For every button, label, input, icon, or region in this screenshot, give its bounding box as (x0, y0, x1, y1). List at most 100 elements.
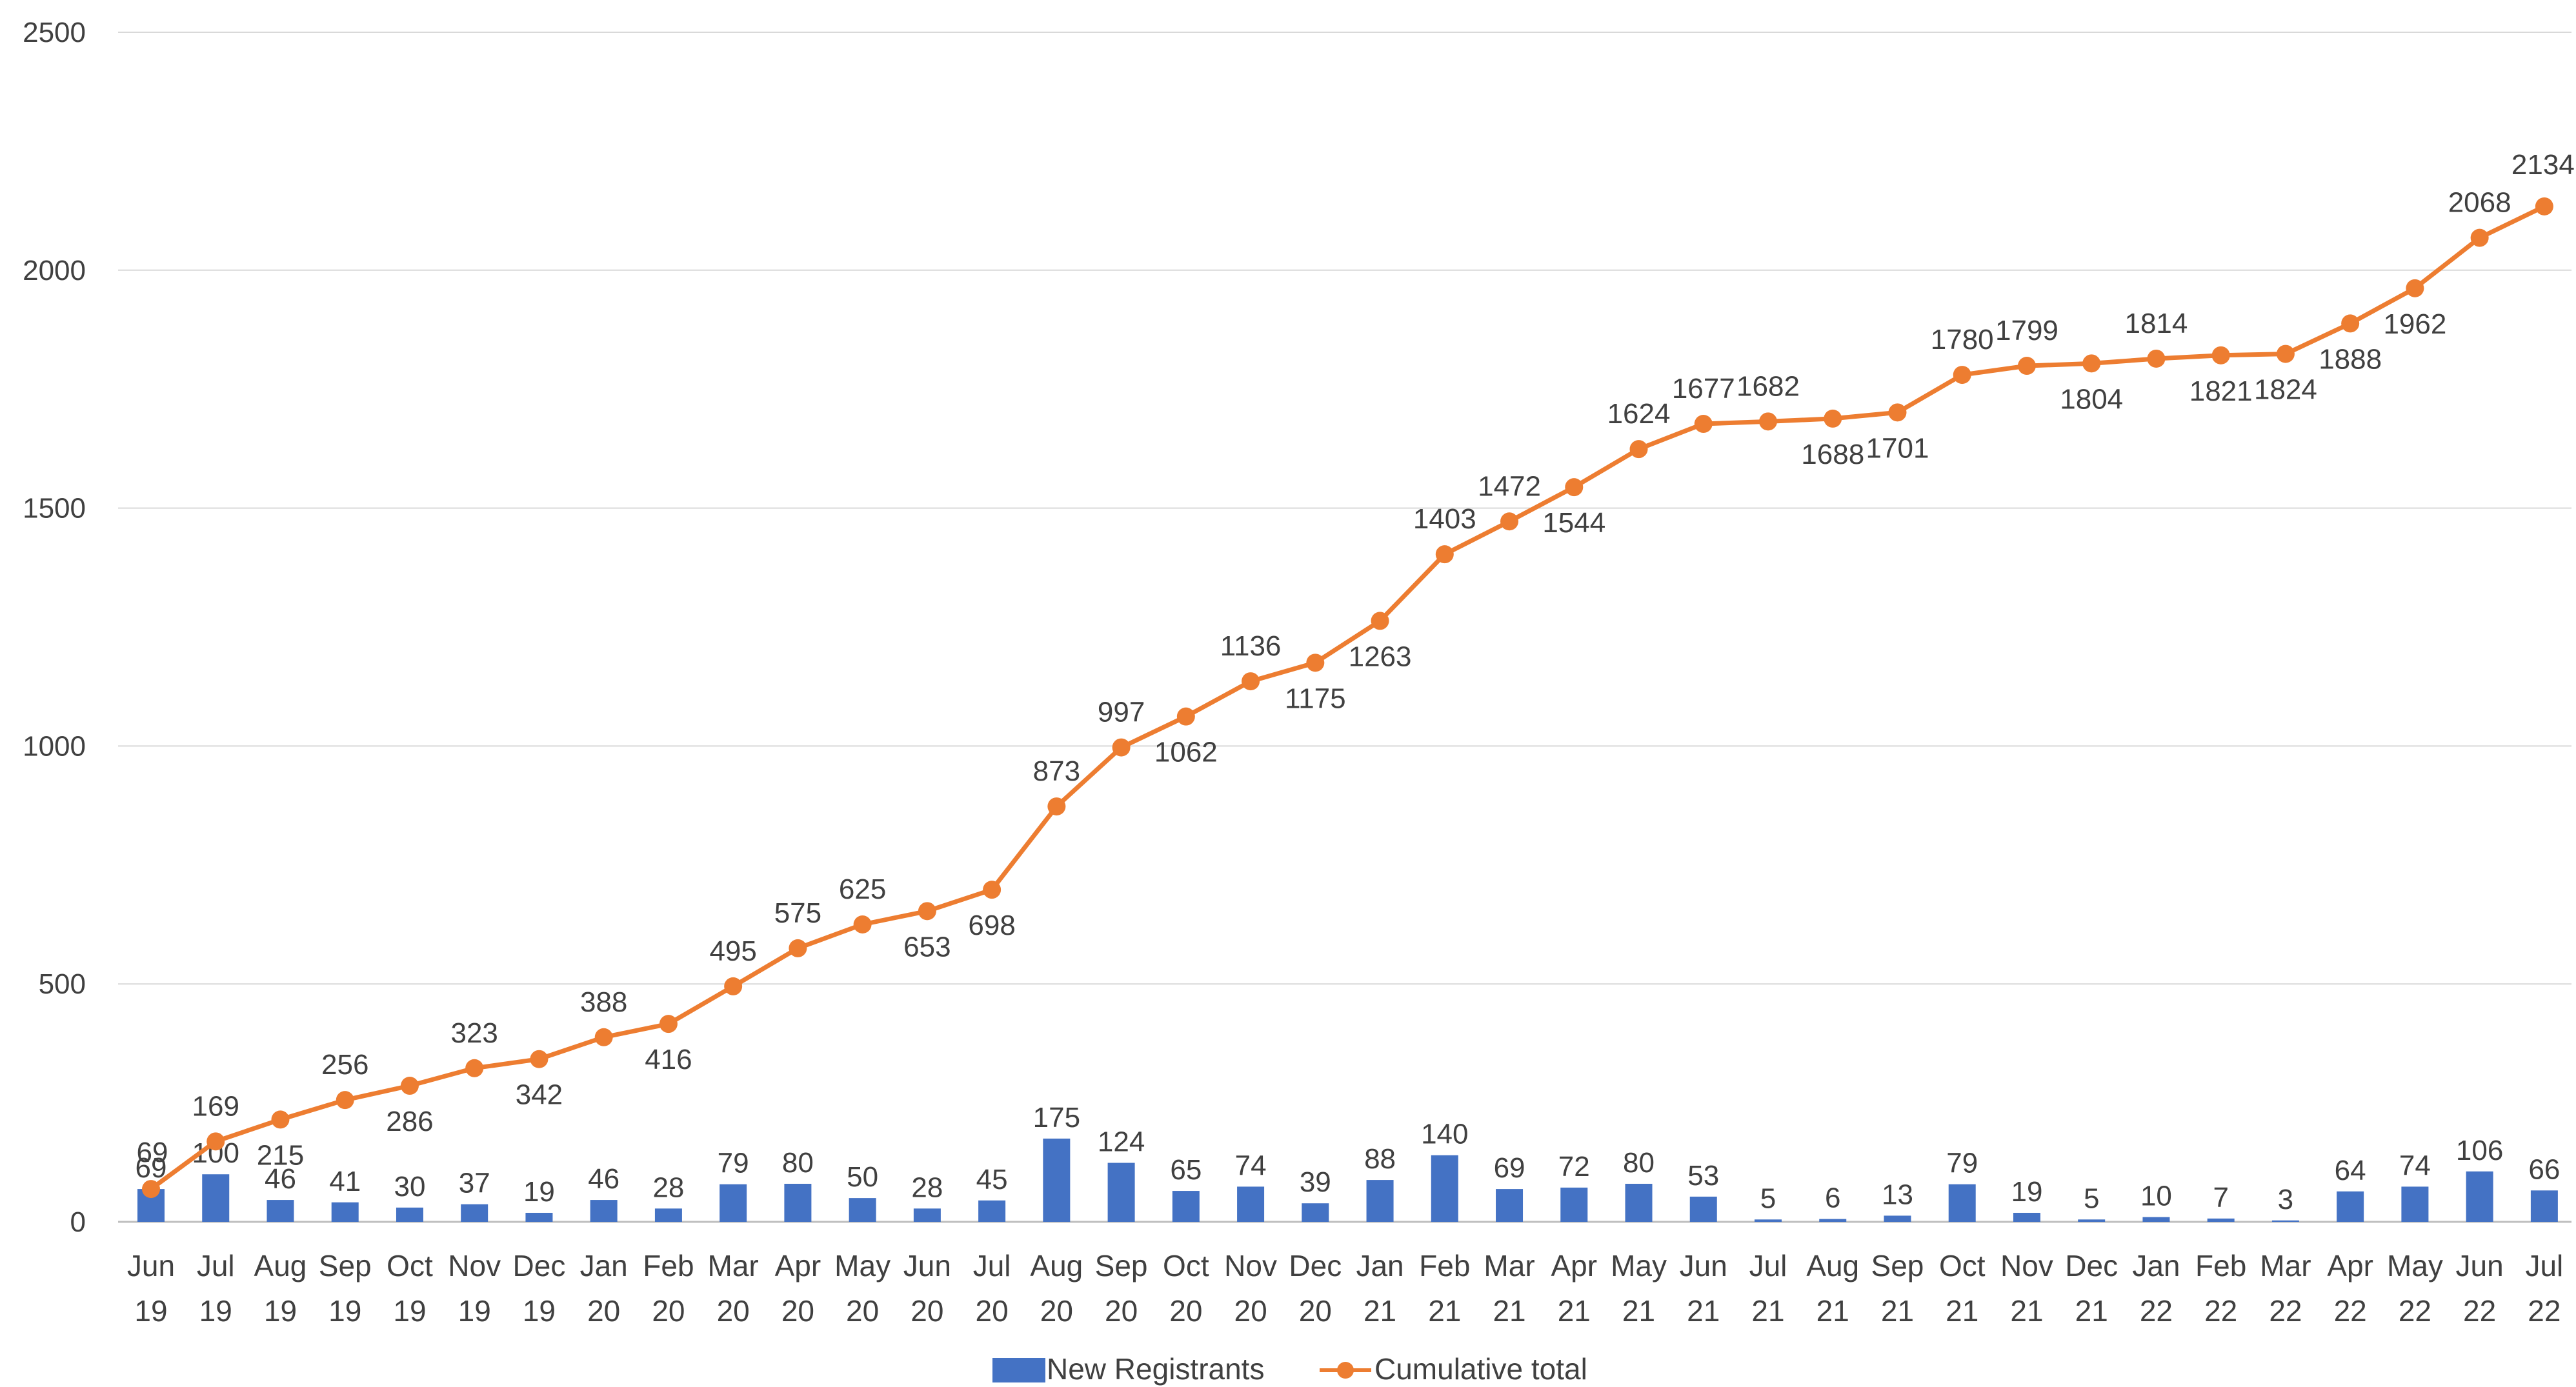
bar (331, 1202, 359, 1222)
x-tick-label-month: Oct (387, 1249, 433, 1282)
bar (1107, 1162, 1135, 1222)
x-tick-label-year: 22 (2204, 1294, 2237, 1328)
line-data-label: 256 (321, 1049, 368, 1081)
line-data-label: 1403 (1413, 503, 1476, 535)
x-tick-label-year: 20 (587, 1294, 620, 1328)
x-tick-label-year: 19 (199, 1294, 232, 1328)
line-point (1824, 409, 1842, 428)
line-point (1242, 672, 1260, 691)
x-tick-label-month: Sep (1095, 1249, 1148, 1282)
bar-data-label: 30 (394, 1171, 425, 1202)
x-tick-label-month: Jan (2132, 1249, 2180, 1282)
y-tick-label: 0 (70, 1206, 86, 1238)
x-tick-label-month: Aug (1806, 1249, 1859, 1282)
bar (1302, 1203, 1329, 1222)
line-point (2341, 314, 2360, 333)
x-tick-label-year: 22 (2463, 1294, 2496, 1328)
x-tick-label-month: Jul (1749, 1249, 1787, 1282)
bar-data-label: 37 (459, 1168, 490, 1199)
line-data-label: 1677 (1672, 373, 1735, 404)
x-tick-label-month: Jul (197, 1249, 235, 1282)
line-point (206, 1132, 225, 1151)
line-data-label: 1888 (2319, 343, 2382, 375)
x-tick-label-month: Mar (1484, 1249, 1535, 1282)
x-tick-label-month: May (2387, 1249, 2443, 1282)
line-point (983, 881, 1001, 899)
x-tick-label-year: 21 (1558, 1294, 1591, 1328)
x-tick-label-month: Oct (1163, 1249, 1209, 1282)
line-point (1306, 654, 1325, 672)
bar-data-label: 65 (1170, 1154, 1202, 1186)
bar-data-label: 106 (2456, 1135, 2503, 1166)
x-tick-label-month: Sep (319, 1249, 372, 1282)
bar-data-label: 53 (1687, 1160, 1719, 1192)
line-data-label: 1682 (1736, 370, 1800, 402)
line-point (1888, 403, 1907, 422)
x-tick-label-month: Jan (1356, 1249, 1404, 1282)
line-data-label: 1824 (2254, 374, 2317, 406)
line-data-label: 698 (968, 910, 1015, 941)
x-tick-label-month: Nov (448, 1249, 501, 1282)
bar-data-label: 5 (1760, 1182, 1776, 1214)
bar (2078, 1219, 2106, 1222)
legend-marker-cumulative-total (1337, 1362, 1354, 1379)
line-data-label: 1688 (1801, 439, 1864, 470)
line-data-label: 2068 (2448, 187, 2511, 219)
line-data-label: 1821 (2189, 375, 2253, 407)
bar (2466, 1171, 2493, 1222)
line-point (1759, 412, 1777, 431)
y-tick-label: 500 (39, 968, 86, 1000)
bar (1496, 1189, 1524, 1222)
bar-data-label: 28 (911, 1172, 943, 1203)
line-data-label: 1701 (1866, 432, 1929, 464)
line-data-label: 1472 (1478, 470, 1541, 502)
x-tick-label-year: 21 (1946, 1294, 1978, 1328)
bar (2142, 1217, 2170, 1222)
x-tick-label-month: Dec (2065, 1249, 2118, 1282)
bar-data-label: 79 (1946, 1148, 1978, 1179)
line-point (1112, 738, 1131, 757)
x-tick-label-year: 19 (134, 1294, 167, 1328)
x-tick-label-year: 22 (2528, 1294, 2561, 1328)
x-tick-label-month: Dec (1289, 1249, 1342, 1282)
bar (2271, 1220, 2299, 1222)
x-tick-label-month: May (1611, 1249, 1667, 1282)
line-point (789, 939, 807, 957)
line-data-label: 575 (774, 897, 821, 929)
x-tick-label-year: 19 (328, 1294, 361, 1328)
x-tick-label-year: 22 (2399, 1294, 2431, 1328)
line-data-label: 1780 (1931, 324, 1994, 355)
x-axis: Jun 19 Jul 19 Aug 19 Sep 19 Oct 19 Nov 19 Dec 19 Jan 20… (127, 1249, 2563, 1328)
bar-data-label: 175 (1033, 1102, 1080, 1133)
bar-data-label: 50 (847, 1161, 878, 1193)
line-point (918, 902, 936, 921)
x-tick-label-month: May (834, 1249, 891, 1282)
line-point (1047, 797, 1066, 816)
x-tick-label-month: Jan (580, 1249, 628, 1282)
x-tick-label-year: 20 (717, 1294, 750, 1328)
bar-data-label: 6 (1825, 1182, 1840, 1214)
line-point (2017, 357, 2036, 375)
y-tick-label: 1000 (23, 730, 86, 762)
bar-data-label: 10 (2140, 1181, 2172, 1212)
line-point (1500, 512, 1519, 531)
bar-data-label: 19 (523, 1176, 555, 1208)
bar (525, 1212, 553, 1222)
bar-series-new-registrants (137, 1138, 2558, 1222)
y-tick-label: 2500 (23, 17, 86, 48)
bar (202, 1174, 230, 1222)
bar (1237, 1186, 1265, 1222)
line-data-label: 653 (903, 931, 951, 963)
x-tick-label-year: 22 (2269, 1294, 2302, 1328)
line-data-label: 169 (192, 1090, 239, 1122)
bar-data-label: 64 (2335, 1155, 2366, 1186)
cumulative-line (149, 204, 2546, 1191)
bar (1560, 1187, 1588, 1222)
line-point (271, 1110, 290, 1129)
line-data-label: 873 (1033, 755, 1080, 787)
x-tick-label-month: Jun (903, 1249, 951, 1282)
bar-data-label: 79 (718, 1148, 749, 1179)
bar (1948, 1184, 1976, 1222)
line-data-label: 1263 (1349, 641, 1412, 672)
bar (590, 1200, 618, 1222)
